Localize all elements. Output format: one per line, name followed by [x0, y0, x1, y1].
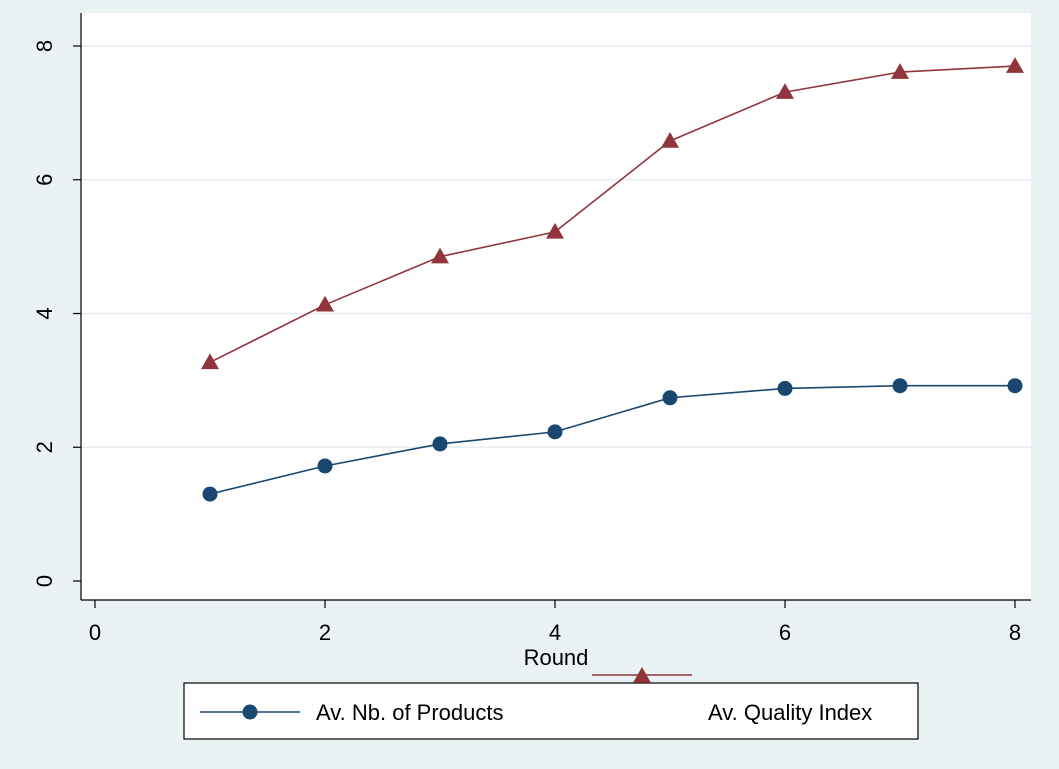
data-point [317, 458, 333, 474]
y-tick-label: 2 [32, 441, 57, 453]
data-point [662, 390, 678, 406]
y-tick-label: 6 [32, 174, 57, 186]
legend: Av. Nb. of Products Av. Quality Index [183, 667, 919, 740]
data-point [892, 378, 908, 394]
series-2 [201, 57, 1024, 370]
data-point [1007, 378, 1023, 394]
plot-area [81, 13, 1031, 600]
data-point [776, 83, 794, 99]
data-point [891, 63, 909, 79]
legend-box [183, 682, 919, 740]
x-tick-label: 4 [549, 620, 561, 645]
data-point [547, 424, 563, 440]
x-tick-label: 6 [779, 620, 791, 645]
y-tick-label: 4 [32, 307, 57, 319]
data-point [1006, 57, 1024, 73]
y-tick-label: 0 [32, 575, 57, 587]
data-point [202, 486, 218, 502]
data-point [546, 222, 564, 239]
x-tick-label: 2 [319, 620, 331, 645]
x-axis-label: Round [524, 645, 589, 670]
legend-label: Av. Quality Index [708, 700, 872, 725]
legend-marker [633, 667, 651, 683]
series-lines [201, 57, 1024, 502]
y-tick-label: 8 [32, 40, 57, 52]
grid-lines [81, 45, 1031, 448]
x-tick-label: 8 [1009, 620, 1021, 645]
x-tick-label: 0 [89, 620, 101, 645]
data-point [777, 380, 793, 396]
legend-label: Av. Nb. of Products [316, 700, 504, 725]
data-point [316, 295, 334, 312]
data-point [431, 247, 449, 264]
data-point [661, 131, 679, 148]
data-point [432, 436, 448, 452]
series-line [209, 384, 1015, 495]
data-point [201, 353, 219, 370]
series-1 [202, 378, 1023, 502]
series-line [209, 65, 1016, 364]
axes [80, 13, 1031, 601]
legend-marker [242, 704, 258, 720]
ticks: 0 2 4 6 8 0 2 4 6 8 [32, 40, 1021, 645]
